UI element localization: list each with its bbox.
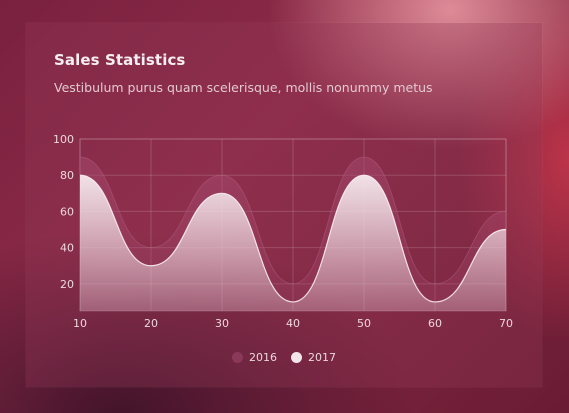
legend-swatch-2017 bbox=[291, 352, 302, 363]
x-tick-label-50: 50 bbox=[357, 317, 371, 330]
x-tick-label-10: 10 bbox=[73, 317, 87, 330]
sales-area-chart: 20 40 60 80 100 10 20 30 40 50 60 70 bbox=[53, 133, 513, 330]
chart-legend: 2016 2017 bbox=[26, 351, 542, 364]
y-tick-label-100: 100 bbox=[53, 133, 74, 146]
legend-label-2016: 2016 bbox=[249, 351, 277, 364]
x-tick-label-20: 20 bbox=[144, 317, 158, 330]
y-tick-label-60: 60 bbox=[60, 205, 74, 218]
x-tick-label-40: 40 bbox=[286, 317, 300, 330]
chart-card: Sales Statistics Vestibulum purus quam s… bbox=[26, 23, 542, 387]
legend-item-2016[interactable]: 2016 bbox=[232, 351, 277, 364]
y-tick-label-20: 20 bbox=[60, 278, 74, 291]
chart-subtitle: Vestibulum purus quam scelerisque, molli… bbox=[54, 80, 433, 95]
x-tick-label-70: 70 bbox=[499, 317, 513, 330]
chart-title: Sales Statistics bbox=[54, 51, 186, 69]
series-area-2017 bbox=[80, 175, 506, 311]
x-tick-label-60: 60 bbox=[428, 317, 442, 330]
legend-swatch-2016 bbox=[232, 352, 243, 363]
legend-item-2017[interactable]: 2017 bbox=[291, 351, 336, 364]
x-tick-label-30: 30 bbox=[215, 317, 229, 330]
series-line-2017 bbox=[79, 174, 507, 303]
legend-label-2017: 2017 bbox=[308, 351, 336, 364]
y-tick-label-40: 40 bbox=[60, 242, 74, 255]
y-tick-label-80: 80 bbox=[60, 169, 74, 182]
series-line-2016 bbox=[79, 156, 507, 285]
